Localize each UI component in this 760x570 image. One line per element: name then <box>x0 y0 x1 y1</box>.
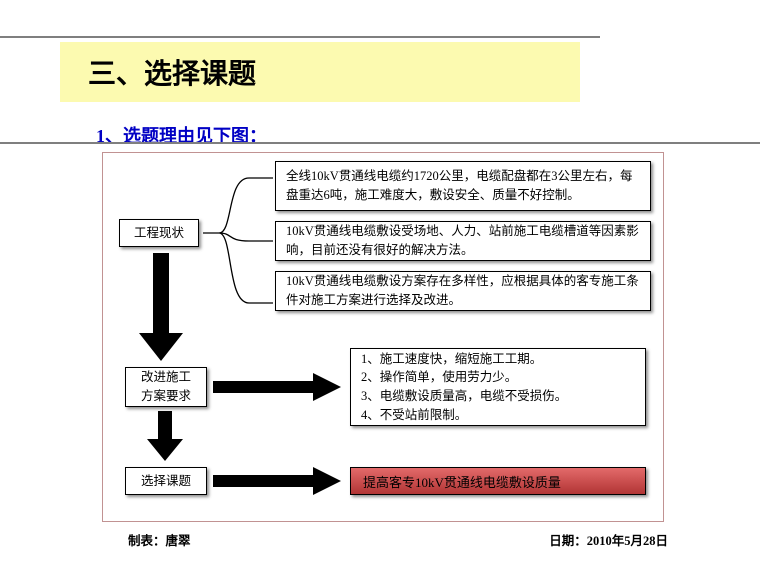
requirements-text: 1、施工速度快，缩短施工工期。 2、操作简单，使用劳力少。 3、电缆敷设质量高，… <box>361 350 567 425</box>
desc-2-text: 10kV贯通线电缆敷设受场地、人力、站前施工电缆槽道等因素影响，目前还没有很好的… <box>286 222 640 260</box>
node-select: 选择课题 <box>125 467 207 495</box>
desc-box-2: 10kV贯通线电缆敷设受场地、人力、站前施工电缆槽道等因素影响，目前还没有很好的… <box>275 221 651 261</box>
footer: 制表：唐翠 日期：2010年5月28日 <box>128 530 668 549</box>
diagram-frame: 工程现状 全线10kV贯通线电缆约1720公里，电缆配盘都在3公里左右，每盘重达… <box>102 152 664 522</box>
desc-3-text: 10kV贯通线电缆敷设方案存在多样性，应根据具体的客专施工条件对施工方案进行选择… <box>286 272 640 310</box>
arrow-down-1 <box>133 253 189 363</box>
node-improve-label: 改进施工 方案要求 <box>141 368 191 406</box>
footer-author: 制表：唐翠 <box>128 530 191 549</box>
result-text: 提高客专10kV贯通线电缆敷设质量 <box>363 472 561 491</box>
subtitle: 1、选题理由见下图： <box>96 122 267 150</box>
result-box: 提高客专10kV贯通线电缆敷设质量 <box>350 467 646 495</box>
brace-connector <box>203 163 273 318</box>
node-status: 工程现状 <box>119 219 199 247</box>
desc-1-text: 全线10kV贯通线电缆约1720公里，电缆配盘都在3公里左右，每盘重达6吨，施工… <box>286 167 640 205</box>
slide-title: 三、选择课题 <box>60 42 580 102</box>
footer-date: 日期：2010年5月28日 <box>549 530 668 549</box>
mid-divider <box>0 142 760 144</box>
requirements-box: 1、施工速度快，缩短施工工期。 2、操作简单，使用劳力少。 3、电缆敷设质量高，… <box>350 348 646 426</box>
node-select-label: 选择课题 <box>141 472 191 491</box>
desc-box-3: 10kV贯通线电缆敷设方案存在多样性，应根据具体的客专施工条件对施工方案进行选择… <box>275 271 651 311</box>
top-divider <box>0 36 600 38</box>
arrow-right-2 <box>213 465 343 497</box>
desc-box-1: 全线10kV贯通线电缆约1720公里，电缆配盘都在3公里左右，每盘重达6吨，施工… <box>275 161 651 211</box>
node-status-label: 工程现状 <box>134 224 184 243</box>
arrow-down-2 <box>143 411 187 463</box>
slide-title-text: 三、选择课题 <box>88 52 256 92</box>
node-improve: 改进施工 方案要求 <box>125 367 207 407</box>
arrow-right-1 <box>213 371 343 403</box>
